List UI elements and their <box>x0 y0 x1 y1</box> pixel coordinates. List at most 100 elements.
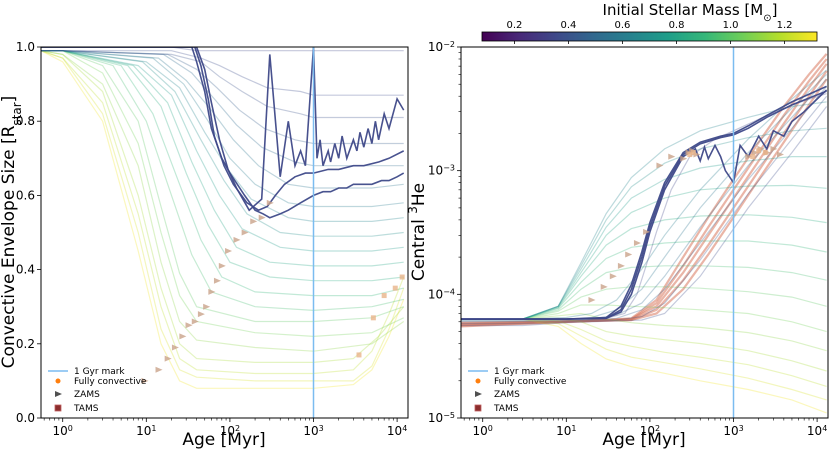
series-line <box>41 50 404 282</box>
series-line <box>461 85 827 320</box>
colorbar-tick-label: 0.4 <box>560 20 576 31</box>
tams-marker <box>750 154 756 160</box>
x-tick-label: 101 <box>556 424 576 439</box>
legend-fully-swatch-right <box>475 378 481 384</box>
series-line <box>461 95 828 325</box>
y-tick-label: 10−2 <box>428 40 455 55</box>
right-x-ticks: 100 101 102 103 104 <box>463 418 827 439</box>
series-line <box>461 240 827 320</box>
series-line <box>461 69 827 320</box>
zams-marker <box>241 229 249 236</box>
left-x-label: Age [Myr] <box>182 430 265 450</box>
left-y-ticks: 0.0 0.2 0.4 0.6 0.8 1.0 <box>16 40 41 425</box>
zams-marker <box>600 283 608 290</box>
tams-marker <box>762 150 768 156</box>
series-line <box>41 50 404 119</box>
zams-marker <box>233 236 241 243</box>
x-tick-label: 100 <box>473 424 493 439</box>
tams-marker <box>399 274 405 280</box>
zams-marker <box>617 262 625 269</box>
legend-tams-swatch-right <box>474 404 482 412</box>
series-line <box>461 90 827 320</box>
series-line <box>41 50 405 382</box>
right-series <box>461 53 828 414</box>
x-tick-label: 100 <box>53 424 73 439</box>
series-line-rgb <box>461 78 828 328</box>
zams-marker <box>250 218 258 225</box>
tams-marker <box>690 150 696 156</box>
series-line <box>461 265 827 320</box>
series-line <box>41 50 404 189</box>
legend-zams-swatch <box>55 391 62 397</box>
legend-tams-label-right: TAMS <box>493 404 519 414</box>
zams-marker <box>197 311 205 318</box>
y-tick-label: 0.6 <box>16 188 35 202</box>
legend-gyr-label: 1 Gyr mark <box>74 367 125 377</box>
series-line <box>461 304 827 333</box>
series-line <box>41 47 405 212</box>
left-y-label: Convective Envelope Size [Rstar] <box>0 96 24 369</box>
zams-marker <box>258 214 266 221</box>
zams-marker <box>633 240 641 247</box>
colorbar-strip <box>481 31 818 42</box>
series-line <box>41 50 405 375</box>
colorbar-tick-label: 1.0 <box>723 20 739 31</box>
y-tick-label: 10−4 <box>428 287 455 302</box>
tams-marker <box>392 285 398 291</box>
tams-marker <box>756 148 762 154</box>
left-x-ticks: 100 101 102 103 104 <box>43 418 407 439</box>
zams-marker <box>191 318 199 325</box>
zams-marker <box>203 303 211 310</box>
zams-marker <box>777 151 785 158</box>
series-line <box>461 318 827 401</box>
series-line <box>41 50 404 237</box>
zams-marker <box>770 145 778 152</box>
tams-marker <box>356 352 362 358</box>
zams-marker <box>155 366 163 373</box>
series-line <box>41 50 404 167</box>
left-axes-frame <box>40 46 409 419</box>
colorbar-tick-label: 0.2 <box>506 20 522 31</box>
series-line <box>461 184 827 320</box>
right-y-ticks: 10−5 10−4 10−3 10−2 <box>428 40 461 425</box>
left-legend: 1 Gyr mark Fully convective ZAMS TAMS <box>48 367 147 414</box>
zams-marker <box>179 333 187 340</box>
y-tick-label: 0.0 <box>16 411 35 425</box>
left-markers <box>141 199 405 384</box>
series-line <box>461 101 827 320</box>
series-line <box>41 50 405 389</box>
y-tick-label: 0.4 <box>16 263 35 277</box>
right-legend: 1 Gyr mark Fully convective ZAMS TAMS <box>468 367 567 414</box>
tams-marker <box>381 293 387 299</box>
colorbar-tick-label: 1.2 <box>777 20 793 31</box>
series-line <box>461 318 827 414</box>
y-tick-label: 10−3 <box>428 163 455 178</box>
zams-marker <box>164 355 172 362</box>
series-line <box>461 214 827 320</box>
x-tick-label: 104 <box>387 424 407 439</box>
series-line-rgb <box>461 53 828 324</box>
series-line <box>461 86 828 323</box>
legend-zams-swatch-right <box>475 391 482 397</box>
series-line <box>41 47 405 219</box>
y-tick-label: 0.8 <box>16 114 35 128</box>
zams-marker <box>609 273 617 280</box>
tams-marker <box>687 152 693 158</box>
series-line <box>461 106 828 327</box>
series-line <box>41 50 405 352</box>
series-line <box>461 89 828 320</box>
right-panel: 100 101 102 103 104 10−5 10−4 10−3 10−2 Age [My… <box>406 40 829 450</box>
series-line <box>41 50 404 338</box>
colorbar-ticks: 0.2 0.4 0.6 0.8 1.0 1.2 <box>506 20 793 44</box>
colorbar-tick-label: 0.8 <box>669 20 685 31</box>
legend-tams-label: TAMS <box>73 404 99 414</box>
tams-marker <box>370 315 376 321</box>
colorbar: Initial Stellar Mass [M⊙] 0.2 0.4 0.6 0.8 1.… <box>481 1 818 44</box>
zams-marker <box>213 277 221 284</box>
x-tick-label: 101 <box>136 424 156 439</box>
legend-zams-label-right: ZAMS <box>494 390 520 400</box>
zams-marker <box>266 199 274 206</box>
series-line <box>41 47 404 52</box>
zams-marker <box>643 228 651 235</box>
series-line <box>461 317 827 372</box>
